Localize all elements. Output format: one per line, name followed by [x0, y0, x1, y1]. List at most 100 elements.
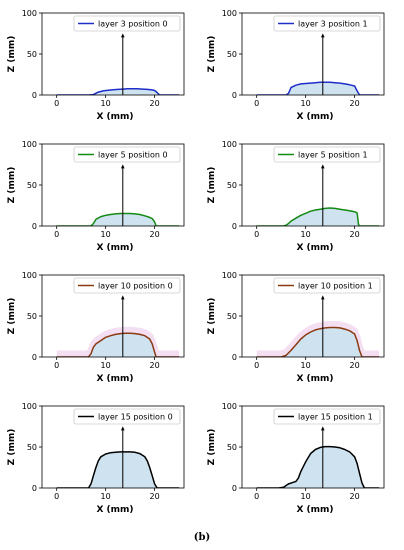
- legend-label: layer 15 position 0: [98, 413, 173, 422]
- y-tick-label: 0: [232, 222, 237, 231]
- profile-halo: [256, 321, 380, 357]
- legend-label: layer 3 position 1: [298, 20, 368, 29]
- stem-arrowhead: [320, 164, 325, 169]
- y-tick-label: 100: [222, 9, 237, 18]
- subplot-8: 0 10 20 0 50 100 X (mm) Z (mm) layer 15 position…: [207, 402, 385, 515]
- y-tick-label: 0: [32, 353, 37, 362]
- stem-arrowhead: [120, 164, 125, 169]
- y-axis-label: Z (mm): [207, 167, 217, 204]
- y-tick-label: 0: [32, 484, 37, 493]
- x-axis-label: X (mm): [96, 374, 133, 384]
- x-tick-label: 0: [254, 230, 259, 239]
- y-tick-label: 50: [227, 312, 237, 321]
- y-tick-label: 50: [227, 181, 237, 190]
- profile-area: [56, 213, 180, 226]
- y-axis-label: Z (mm): [207, 36, 217, 73]
- y-tick-label: 0: [232, 91, 237, 100]
- x-tick-label: 20: [350, 230, 360, 239]
- x-axis-label: X (mm): [96, 505, 133, 515]
- x-tick-label: 10: [301, 492, 311, 501]
- subplot-5: 0 10 20 0 50 100 X (mm) Z (mm) layer 10 position…: [7, 271, 185, 384]
- y-axis-label: Z (mm): [207, 429, 217, 466]
- legend-box: [73, 408, 181, 425]
- stem-arrowhead: [120, 426, 125, 431]
- x-tick-label: 0: [254, 361, 259, 370]
- profile-area: [56, 451, 180, 488]
- legend-box: [73, 277, 181, 294]
- profile-area: [256, 446, 380, 488]
- legend-box: [273, 277, 381, 294]
- x-tick-label: 0: [54, 230, 59, 239]
- y-axis-label: Z (mm): [7, 167, 17, 204]
- y-tick-label: 50: [27, 181, 37, 190]
- y-tick-label: 50: [27, 312, 37, 321]
- figure-caption: (b): [193, 532, 211, 543]
- legend-label: layer 10 position 1: [298, 282, 373, 291]
- x-tick-label: 20: [350, 361, 360, 370]
- legend-box: [273, 146, 381, 163]
- x-tick-label: 0: [54, 492, 59, 501]
- x-tick-label: 10: [301, 99, 311, 108]
- x-axis-label: X (mm): [296, 112, 333, 122]
- x-tick-label: 20: [150, 99, 160, 108]
- stem-arrowhead: [120, 295, 125, 300]
- y-tick-label: 100: [22, 9, 37, 18]
- y-tick-label: 50: [27, 443, 37, 452]
- x-tick-label: 0: [254, 492, 259, 501]
- subplot-3: 0 10 20 0 50 100 X (mm) Z (mm) layer 5 position …: [7, 140, 185, 253]
- subplot-2: 0 10 20 0 50 100 X (mm) Z (mm) layer 3 position …: [207, 9, 385, 122]
- x-tick-label: 20: [350, 492, 360, 501]
- profile-area: [56, 88, 180, 95]
- profile-area: [256, 82, 380, 95]
- x-tick-label: 10: [101, 361, 111, 370]
- y-axis-label: Z (mm): [207, 298, 217, 335]
- x-axis-label: X (mm): [296, 505, 333, 515]
- y-axis-label: Z (mm): [7, 429, 17, 466]
- subplot-4: 0 10 20 0 50 100 X (mm) Z (mm) layer 5 position …: [207, 140, 385, 253]
- x-tick-label: 10: [101, 99, 111, 108]
- y-tick-label: 0: [232, 353, 237, 362]
- y-tick-label: 100: [22, 140, 37, 149]
- y-tick-label: 0: [32, 222, 37, 231]
- profile-line: [256, 326, 380, 357]
- legend-label: layer 5 position 1: [298, 151, 368, 160]
- profile-line: [56, 88, 180, 95]
- x-tick-label: 10: [101, 492, 111, 501]
- y-tick-label: 0: [32, 91, 37, 100]
- x-tick-label: 20: [150, 230, 160, 239]
- y-tick-label: 100: [222, 402, 237, 411]
- x-tick-label: 10: [101, 230, 111, 239]
- y-tick-label: 0: [232, 484, 237, 493]
- x-tick-label: 10: [301, 230, 311, 239]
- y-tick-label: 100: [22, 402, 37, 411]
- x-tick-label: 10: [301, 361, 311, 370]
- x-axis-label: X (mm): [296, 374, 333, 384]
- legend-label: layer 10 position 0: [98, 282, 173, 291]
- subplot-7: 0 10 20 0 50 100 X (mm) Z (mm) layer 15 position…: [7, 402, 185, 515]
- y-tick-label: 100: [22, 271, 37, 280]
- y-axis-label: Z (mm): [7, 298, 17, 335]
- legend-label: layer 3 position 0: [98, 20, 168, 29]
- x-tick-label: 20: [150, 492, 160, 501]
- profile-line: [56, 212, 180, 226]
- profile-area: [256, 208, 380, 226]
- y-tick-label: 100: [222, 140, 237, 149]
- x-axis-label: X (mm): [296, 243, 333, 253]
- legend-label: layer 15 position 1: [298, 413, 373, 422]
- legend-box: [73, 15, 181, 32]
- legend-box: [273, 408, 381, 425]
- x-tick-label: 0: [254, 99, 259, 108]
- stem-arrowhead: [320, 426, 325, 431]
- x-tick-label: 0: [54, 361, 59, 370]
- x-tick-label: 0: [54, 99, 59, 108]
- legend-box: [273, 15, 381, 32]
- subplot-6: 0 10 20 0 50 100 X (mm) Z (mm) layer 10 position…: [207, 271, 385, 384]
- x-tick-label: 20: [350, 99, 360, 108]
- y-tick-label: 100: [222, 271, 237, 280]
- y-tick-label: 50: [27, 50, 37, 59]
- x-tick-label: 20: [150, 361, 160, 370]
- profile-line: [256, 445, 380, 488]
- legend-box: [73, 146, 181, 163]
- stem-arrowhead: [320, 33, 325, 38]
